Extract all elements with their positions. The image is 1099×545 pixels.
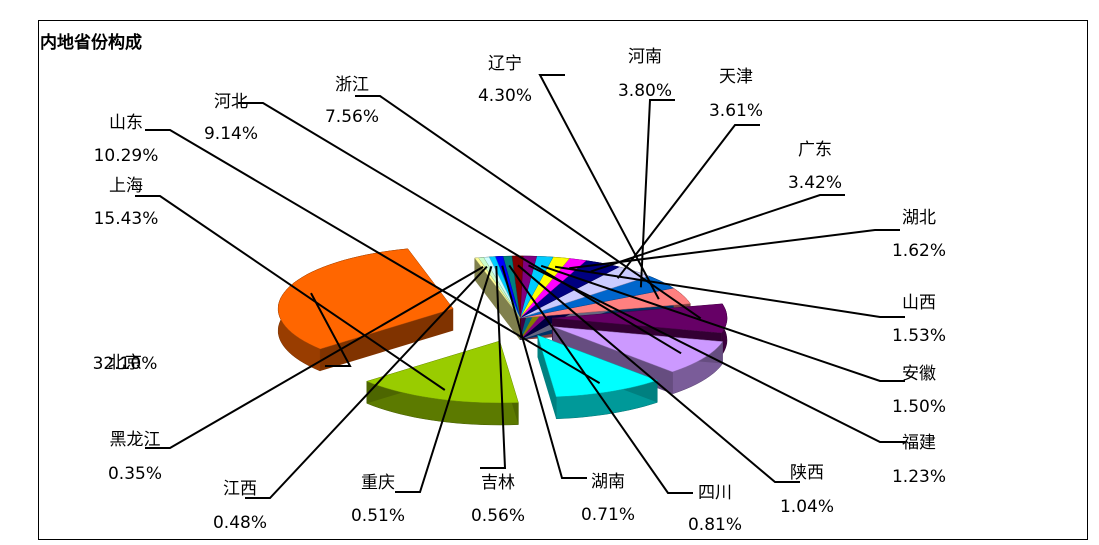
slice-value-label-18: 0.48% bbox=[213, 513, 267, 533]
leader-line-18 bbox=[245, 265, 488, 499]
slice-name-label-5: 辽宁 bbox=[488, 54, 522, 74]
slice-name-label-7: 天津 bbox=[719, 67, 753, 87]
leader-line-8 bbox=[590, 194, 845, 273]
leader-line-7 bbox=[616, 124, 760, 279]
pie-slice-4 bbox=[551, 303, 728, 334]
slice-name-label-1: 上海 bbox=[109, 176, 143, 196]
leader-line-17 bbox=[395, 265, 493, 493]
slice-value-label-19: 0.35% bbox=[108, 464, 162, 484]
slice-name-label-2: 山东 bbox=[109, 113, 143, 133]
slice-name-label-6: 河南 bbox=[628, 47, 662, 67]
pie-slice-1 bbox=[366, 340, 519, 404]
slice-name-label-3: 河北 bbox=[214, 92, 248, 112]
slice-value-label-7: 3.61% bbox=[709, 101, 763, 121]
slice-value-label-0: 32.10% bbox=[93, 354, 158, 374]
slice-value-label-2: 10.29% bbox=[94, 146, 159, 166]
slice-value-label-13: 1.04% bbox=[780, 497, 834, 517]
leader-line-14 bbox=[508, 264, 693, 494]
slice-name-label-14: 四川 bbox=[698, 483, 732, 503]
slice-value-label-4: 7.56% bbox=[325, 107, 379, 127]
slice-name-label-18: 江西 bbox=[223, 479, 257, 499]
leader-line-11 bbox=[540, 264, 905, 382]
leader-line-12 bbox=[528, 264, 905, 443]
slice-name-label-9: 湖北 bbox=[902, 208, 936, 228]
leader-line-1 bbox=[135, 195, 446, 391]
slice-value-label-3: 9.14% bbox=[204, 124, 258, 144]
slice-name-label-11: 安徽 bbox=[902, 364, 936, 384]
slice-value-label-14: 0.81% bbox=[688, 515, 742, 535]
slice-value-label-1: 15.43% bbox=[94, 209, 159, 229]
leader-line-9 bbox=[569, 229, 900, 270]
slice-value-label-9: 1.62% bbox=[892, 241, 946, 261]
slice-value-label-15: 0.71% bbox=[581, 505, 635, 525]
pie-slice-face-0-1 bbox=[320, 308, 454, 372]
slice-name-label-13: 陕西 bbox=[790, 463, 824, 483]
slice-name-label-0: 北京 bbox=[108, 353, 142, 373]
slice-value-label-5: 4.30% bbox=[478, 86, 532, 106]
slice-value-label-11: 1.50% bbox=[892, 397, 946, 417]
slice-name-label-4: 浙江 bbox=[335, 75, 369, 95]
leader-line-13 bbox=[517, 264, 800, 483]
leader-line-6 bbox=[639, 99, 675, 288]
slice-name-label-15: 湖南 bbox=[591, 472, 625, 492]
leader-line-4 bbox=[355, 95, 702, 320]
pie-slice-3 bbox=[552, 326, 724, 373]
leader-line-19 bbox=[145, 266, 484, 449]
slice-value-label-17: 0.51% bbox=[351, 506, 405, 526]
leader-line-3 bbox=[238, 102, 682, 355]
leader-line-10 bbox=[554, 265, 905, 318]
leader-line-0 bbox=[310, 292, 352, 367]
pie-slice-6 bbox=[519, 275, 675, 319]
slice-name-label-10: 山西 bbox=[902, 293, 936, 313]
slice-value-label-16: 0.56% bbox=[471, 506, 525, 526]
slice-value-label-10: 1.53% bbox=[892, 326, 946, 346]
slice-name-label-12: 福建 bbox=[902, 433, 936, 453]
slice-value-label-8: 3.42% bbox=[788, 173, 842, 193]
slice-name-label-17: 重庆 bbox=[361, 473, 395, 493]
slice-value-label-12: 1.23% bbox=[892, 467, 946, 487]
chart-title: 内地省份构成 bbox=[40, 33, 142, 53]
slice-name-label-8: 广东 bbox=[798, 140, 832, 160]
leader-line-5 bbox=[538, 74, 660, 300]
pie-slice-0 bbox=[277, 248, 454, 350]
slice-value-label-6: 3.80% bbox=[618, 81, 672, 101]
slice-name-label-19: 黑龙江 bbox=[110, 430, 161, 450]
leader-line-16 bbox=[480, 265, 507, 469]
leader-line-15 bbox=[501, 265, 587, 479]
slice-name-label-16: 吉林 bbox=[481, 473, 515, 493]
